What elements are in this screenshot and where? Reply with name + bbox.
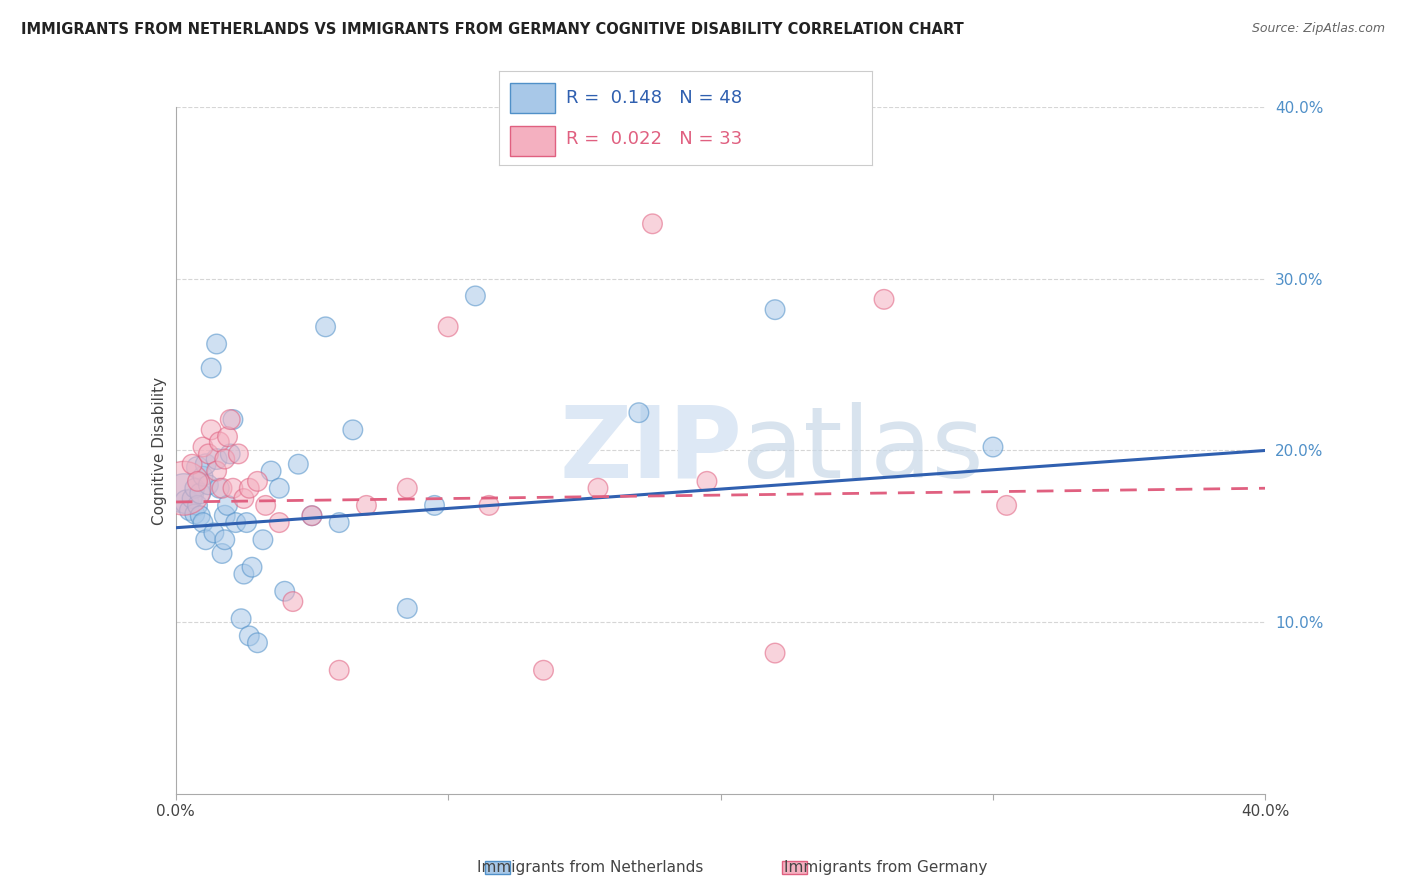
Point xyxy=(219,412,242,426)
Text: ZIP: ZIP xyxy=(560,402,742,499)
Point xyxy=(254,499,277,513)
Point xyxy=(437,319,460,334)
Text: R =  0.022   N = 33: R = 0.022 N = 33 xyxy=(567,130,742,148)
Point xyxy=(301,508,323,523)
Point xyxy=(533,663,555,677)
Point xyxy=(356,499,378,513)
Point xyxy=(184,507,207,521)
Point xyxy=(274,584,297,599)
Point xyxy=(191,469,214,483)
Text: Source: ZipAtlas.com: Source: ZipAtlas.com xyxy=(1251,22,1385,36)
Point xyxy=(260,464,283,478)
Point xyxy=(219,447,242,461)
Text: R =  0.148   N = 48: R = 0.148 N = 48 xyxy=(567,88,742,106)
Point xyxy=(328,663,350,677)
Point xyxy=(194,457,217,471)
Point xyxy=(763,302,786,317)
Point xyxy=(423,499,446,513)
Point xyxy=(222,481,245,495)
Point xyxy=(211,546,233,561)
Point xyxy=(342,423,364,437)
Point xyxy=(197,478,219,492)
Point xyxy=(205,464,228,478)
Point xyxy=(173,481,195,495)
Point xyxy=(232,491,254,506)
Point xyxy=(202,525,225,540)
Point xyxy=(205,337,228,351)
Point xyxy=(269,481,291,495)
Bar xyxy=(510,126,555,156)
Point xyxy=(696,475,718,489)
Point xyxy=(208,434,231,449)
Point xyxy=(586,481,609,495)
Point xyxy=(269,516,291,530)
Point xyxy=(181,457,204,471)
Text: Immigrants from Germany: Immigrants from Germany xyxy=(785,860,987,874)
Point xyxy=(328,516,350,530)
Text: IMMIGRANTS FROM NETHERLANDS VS IMMIGRANTS FROM GERMANY COGNITIVE DISABILITY CORR: IMMIGRANTS FROM NETHERLANDS VS IMMIGRANT… xyxy=(21,22,965,37)
Bar xyxy=(485,861,510,874)
Point xyxy=(995,499,1018,513)
Point xyxy=(197,447,219,461)
Point xyxy=(225,516,247,530)
Point xyxy=(627,406,650,420)
Bar xyxy=(510,83,555,112)
Point xyxy=(464,289,486,303)
Point xyxy=(184,481,207,495)
Point xyxy=(396,601,419,615)
Point xyxy=(281,594,304,608)
Point xyxy=(763,646,786,660)
Point xyxy=(214,508,236,523)
Point xyxy=(641,217,664,231)
Point xyxy=(232,567,254,582)
Point xyxy=(222,412,245,426)
Point xyxy=(301,508,323,523)
Point xyxy=(238,481,260,495)
Point xyxy=(217,499,239,513)
Point xyxy=(252,533,274,547)
Point xyxy=(240,560,263,574)
Point xyxy=(246,636,269,650)
Point xyxy=(186,499,209,513)
Point xyxy=(214,533,236,547)
Y-axis label: Cognitive Disability: Cognitive Disability xyxy=(152,376,167,524)
Point xyxy=(191,516,214,530)
Point xyxy=(478,499,501,513)
Text: Immigrants from Netherlands: Immigrants from Netherlands xyxy=(477,860,704,874)
Point xyxy=(188,508,211,523)
Point xyxy=(396,481,419,495)
Bar xyxy=(782,861,807,874)
Point xyxy=(200,361,222,376)
Point xyxy=(231,612,253,626)
Point xyxy=(214,452,236,467)
Point xyxy=(981,440,1004,454)
Point xyxy=(173,486,195,500)
Point xyxy=(315,319,337,334)
Point xyxy=(179,503,201,517)
Point xyxy=(208,481,231,495)
Point xyxy=(211,481,233,495)
Point xyxy=(235,516,257,530)
Point xyxy=(186,460,209,475)
Point xyxy=(200,423,222,437)
Point xyxy=(205,452,228,467)
Point xyxy=(873,293,896,307)
Text: atlas: atlas xyxy=(742,402,984,499)
Point xyxy=(217,430,239,444)
Point xyxy=(188,486,211,500)
Point xyxy=(287,457,309,471)
Point xyxy=(181,491,204,506)
Point xyxy=(186,475,209,489)
Point xyxy=(176,495,198,509)
Point xyxy=(194,533,217,547)
Point xyxy=(238,629,260,643)
Point xyxy=(246,475,269,489)
Point xyxy=(191,440,214,454)
Point xyxy=(228,447,250,461)
